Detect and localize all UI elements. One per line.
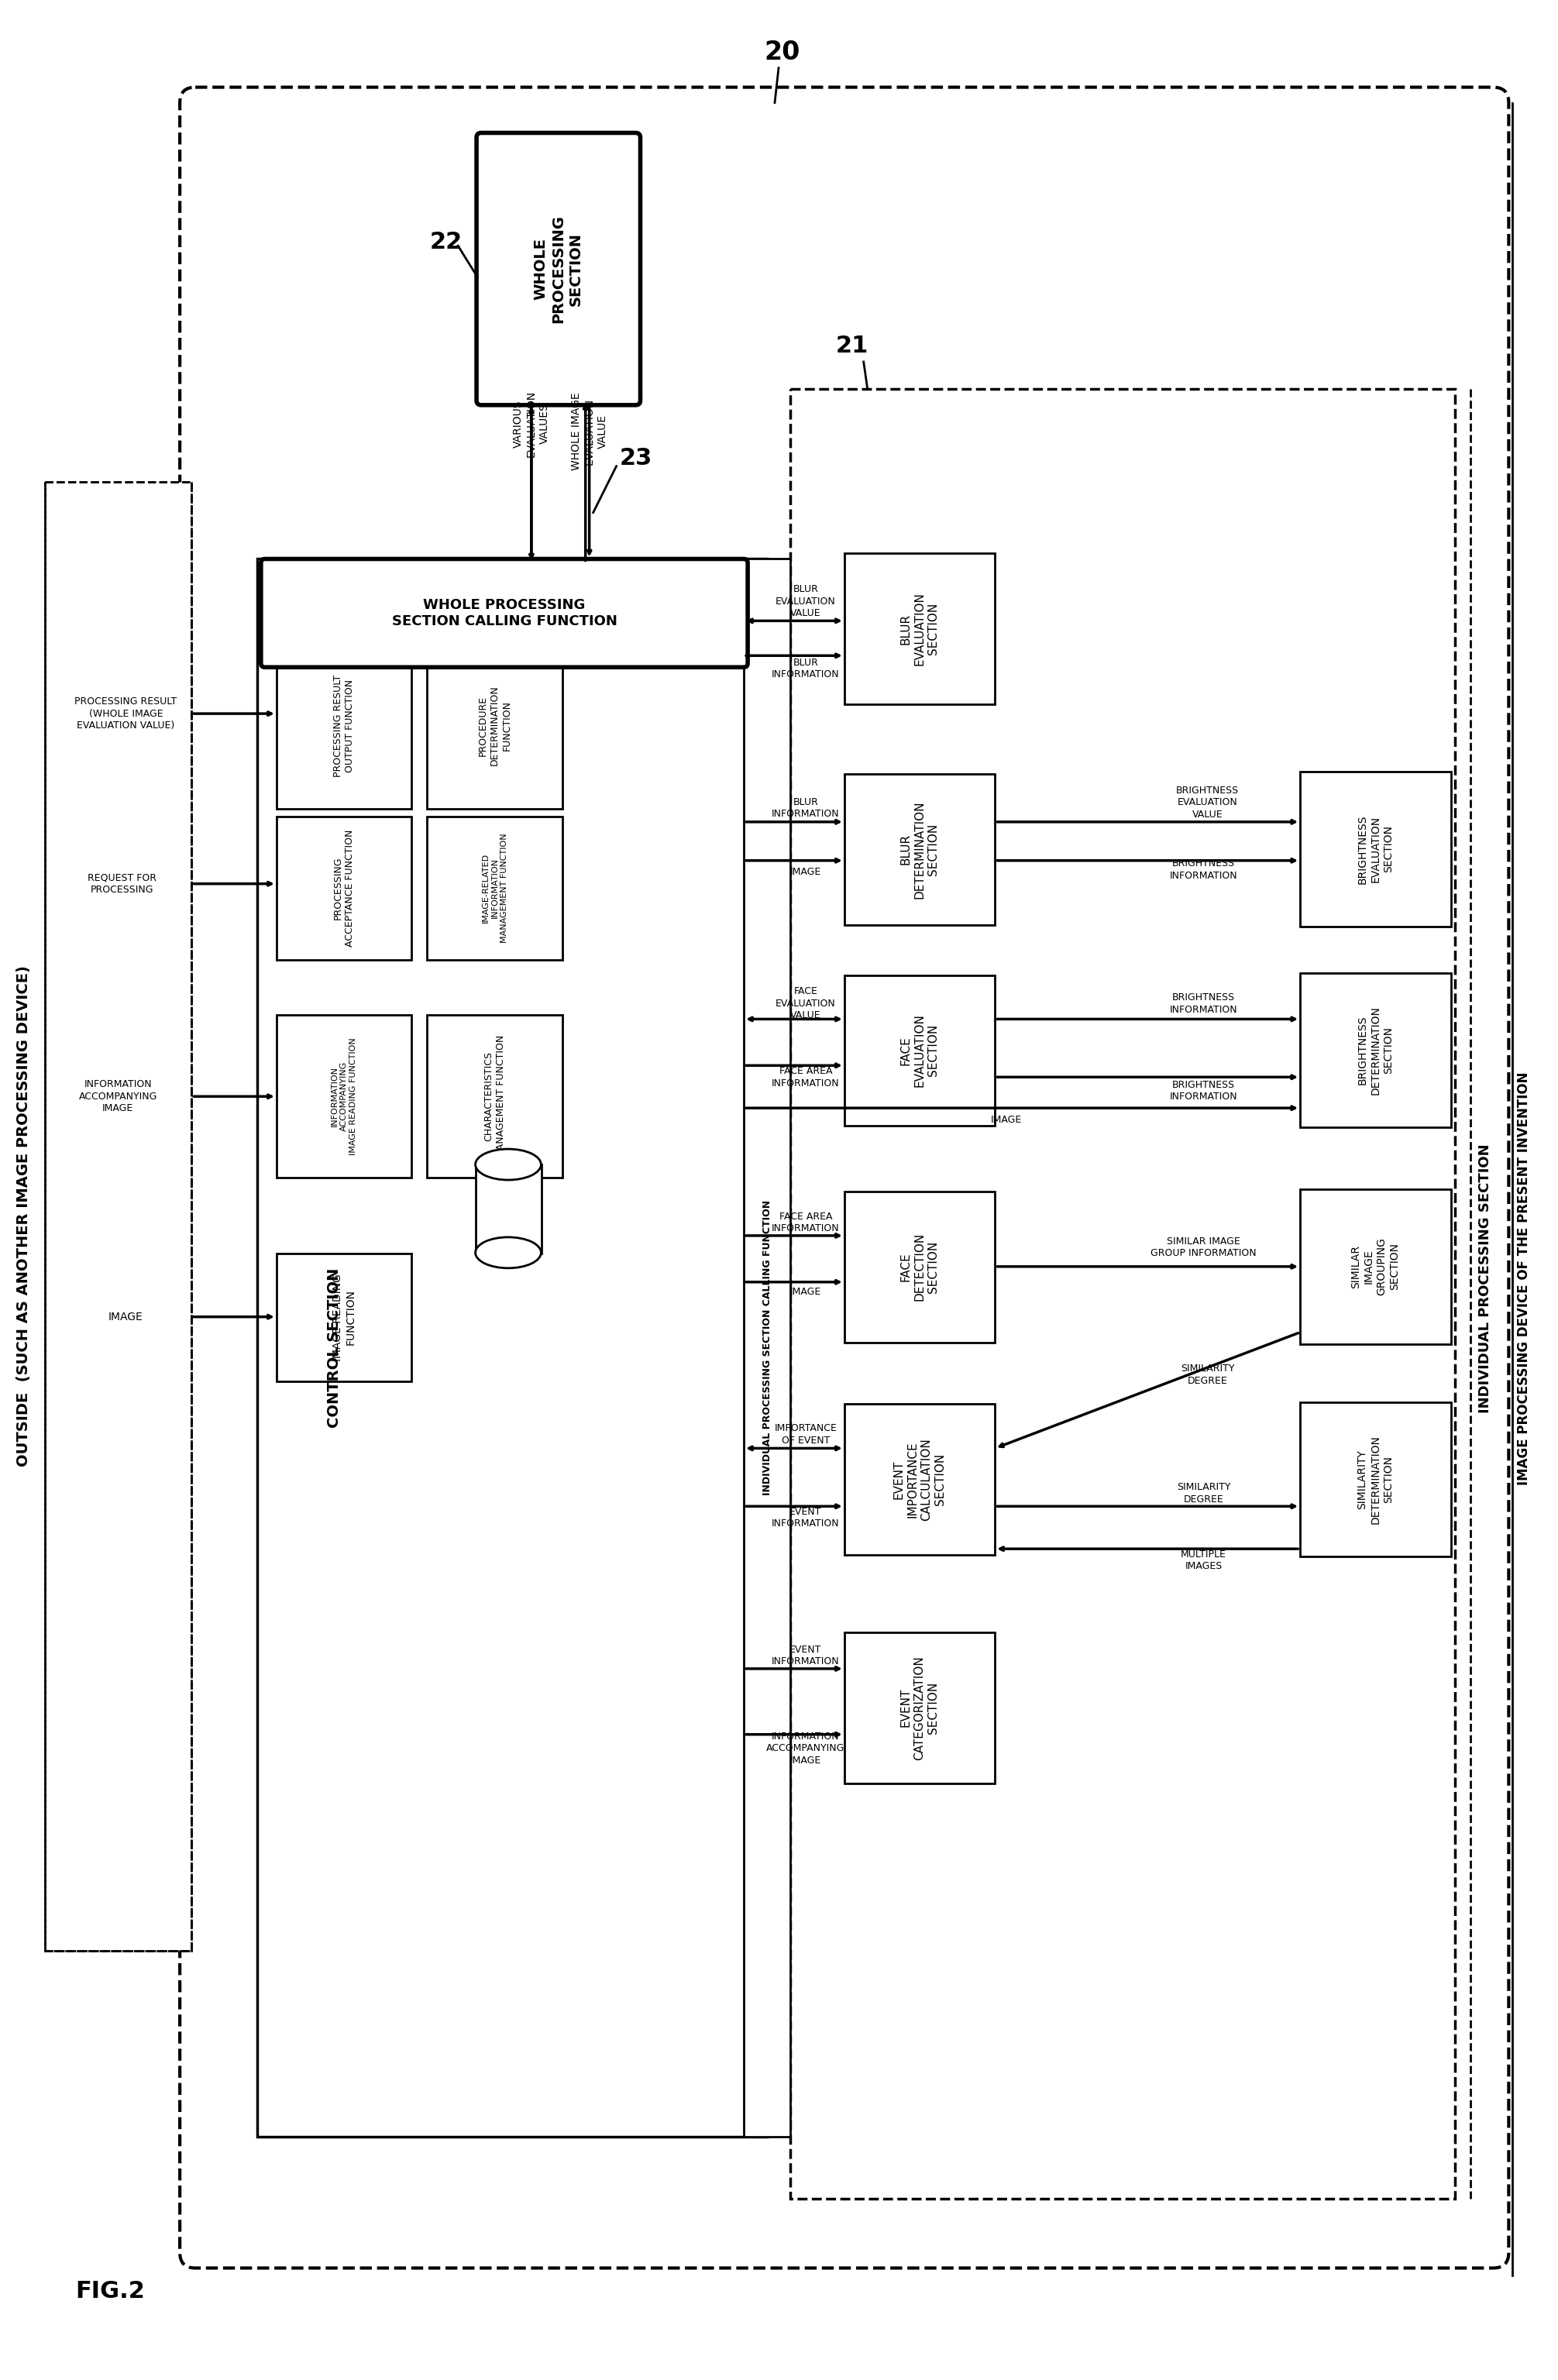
Text: INFORMATION
ACCOMPANYING
IMAGE READING FUNCTION: INFORMATION ACCOMPANYING IMAGE READING F… <box>330 1038 357 1154</box>
Text: INDIVIDUAL PROCESSING SECTION CALLING FUNCTION: INDIVIDUAL PROCESSING SECTION CALLING FU… <box>762 1200 773 1495</box>
Text: PROCEDURE
DETERMINATION
FUNCTION: PROCEDURE DETERMINATION FUNCTION <box>478 685 511 766</box>
Text: IMAGE: IMAGE <box>991 1114 1022 1126</box>
Text: 22: 22 <box>430 231 463 252</box>
Ellipse shape <box>475 1150 541 1180</box>
FancyBboxPatch shape <box>427 643 562 809</box>
Text: EVENT
CATEGORIZATION
SECTION: EVENT CATEGORIZATION SECTION <box>901 1656 939 1759</box>
Text: CONTROL SECTION: CONTROL SECTION <box>327 1269 341 1428</box>
Text: FACE AREA
INFORMATION: FACE AREA INFORMATION <box>771 1211 840 1233</box>
Text: INFORMATION
ACCOMPANYING
IMAGE: INFORMATION ACCOMPANYING IMAGE <box>767 1730 844 1766</box>
Text: WHOLE
PROCESSING
SECTION: WHOLE PROCESSING SECTION <box>533 214 583 324</box>
Text: BLUR
EVALUATION
VALUE: BLUR EVALUATION VALUE <box>776 585 835 619</box>
Text: INDIVIDUAL PROCESSING SECTION: INDIVIDUAL PROCESSING SECTION <box>1479 1142 1493 1414</box>
Text: PROCESSING
ACCEPTANCE FUNCTION: PROCESSING ACCEPTANCE FUNCTION <box>333 828 355 947</box>
FancyBboxPatch shape <box>276 643 411 809</box>
FancyBboxPatch shape <box>1299 771 1450 926</box>
Text: INFORMATION
ACCOMPANYING
IMAGE: INFORMATION ACCOMPANYING IMAGE <box>79 1081 157 1114</box>
Text: MULTIPLE
IMAGES: MULTIPLE IMAGES <box>1181 1549 1226 1571</box>
FancyBboxPatch shape <box>276 1254 411 1380</box>
Text: BLUR
EVALUATION
SECTION: BLUR EVALUATION SECTION <box>901 593 939 666</box>
FancyBboxPatch shape <box>427 1016 562 1178</box>
Text: BRIGHTNESS
INFORMATION: BRIGHTNESS INFORMATION <box>1170 1081 1237 1102</box>
FancyBboxPatch shape <box>477 133 640 405</box>
Text: IMAGE PROCESSING DEVICE OF THE PRESENT INVENTION: IMAGE PROCESSING DEVICE OF THE PRESENT I… <box>1517 1071 1532 1485</box>
FancyBboxPatch shape <box>844 555 996 704</box>
Text: FIG.2: FIG.2 <box>75 2280 145 2301</box>
Text: PROCESSING RESULT
OUTPUT FUNCTION: PROCESSING RESULT OUTPUT FUNCTION <box>333 674 355 776</box>
FancyBboxPatch shape <box>844 1633 996 1783</box>
Text: FACE AREA
INFORMATION: FACE AREA INFORMATION <box>771 1066 840 1088</box>
FancyBboxPatch shape <box>1299 1402 1450 1557</box>
Text: BRIGHTNESS
INFORMATION: BRIGHTNESS INFORMATION <box>1170 859 1237 881</box>
Ellipse shape <box>475 1238 541 1269</box>
FancyBboxPatch shape <box>790 388 1455 2199</box>
Text: EVENT
INFORMATION: EVENT INFORMATION <box>771 1507 840 1528</box>
Text: BRIGHTNESS
EVALUATION
SECTION: BRIGHTNESS EVALUATION SECTION <box>1357 814 1394 883</box>
Text: BLUR
INFORMATION: BLUR INFORMATION <box>771 797 840 819</box>
FancyBboxPatch shape <box>1299 973 1450 1128</box>
Text: WHOLE IMAGE
EVALUATION
VALUE: WHOLE IMAGE EVALUATION VALUE <box>570 393 608 471</box>
Text: BLUR
INFORMATION: BLUR INFORMATION <box>771 657 840 681</box>
Text: 20: 20 <box>765 40 801 64</box>
Text: CHARACTERISTICS
MANAGEMENT FUNCTION: CHARACTERISTICS MANAGEMENT FUNCTION <box>483 1035 506 1159</box>
FancyBboxPatch shape <box>45 481 192 1952</box>
Text: EVENT
INFORMATION: EVENT INFORMATION <box>771 1645 840 1666</box>
FancyBboxPatch shape <box>844 976 996 1126</box>
FancyBboxPatch shape <box>1299 1190 1450 1345</box>
Text: 21: 21 <box>835 336 868 357</box>
Text: IMAGE: IMAGE <box>790 866 821 878</box>
FancyBboxPatch shape <box>844 774 996 926</box>
FancyBboxPatch shape <box>844 1404 996 1554</box>
Text: SIMILAR IMAGE
GROUP INFORMATION: SIMILAR IMAGE GROUP INFORMATION <box>1151 1235 1256 1259</box>
Text: REQUEST FOR
PROCESSING: REQUEST FOR PROCESSING <box>87 873 156 895</box>
Text: SIMILARITY
DEGREE: SIMILARITY DEGREE <box>1181 1364 1234 1385</box>
Text: SIMILARITY
DEGREE: SIMILARITY DEGREE <box>1176 1483 1231 1504</box>
FancyBboxPatch shape <box>276 1016 411 1178</box>
Text: EVENT
IMPORTANCE
CALCULATION
SECTION: EVENT IMPORTANCE CALCULATION SECTION <box>893 1438 946 1521</box>
FancyBboxPatch shape <box>844 1192 996 1342</box>
Text: OUTSIDE  (SUCH AS ANOTHER IMAGE PROCESSING DEVICE): OUTSIDE (SUCH AS ANOTHER IMAGE PROCESSIN… <box>17 966 31 1466</box>
Text: BRIGHTNESS
EVALUATION
VALUE: BRIGHTNESS EVALUATION VALUE <box>1176 785 1239 819</box>
Text: BLUR
DETERMINATION
SECTION: BLUR DETERMINATION SECTION <box>901 800 939 897</box>
Text: WHOLE PROCESSING
SECTION CALLING FUNCTION: WHOLE PROCESSING SECTION CALLING FUNCTIO… <box>391 597 617 628</box>
Text: PROCESSING RESULT
(WHOLE IMAGE
EVALUATION VALUE): PROCESSING RESULT (WHOLE IMAGE EVALUATIO… <box>75 697 178 731</box>
FancyBboxPatch shape <box>475 1164 542 1254</box>
Text: IMAGE: IMAGE <box>790 1288 821 1297</box>
Text: VARIOUS
EVALUATION
VALUES: VARIOUS EVALUATION VALUES <box>513 390 550 457</box>
FancyBboxPatch shape <box>262 559 748 666</box>
Text: BRIGHTNESS
DETERMINATION
SECTION: BRIGHTNESS DETERMINATION SECTION <box>1357 1004 1394 1095</box>
FancyBboxPatch shape <box>179 88 1508 2268</box>
FancyBboxPatch shape <box>276 816 411 959</box>
Text: FACE
EVALUATION
VALUE: FACE EVALUATION VALUE <box>776 988 835 1021</box>
Text: FACE
EVALUATION
SECTION: FACE EVALUATION SECTION <box>901 1014 939 1088</box>
Text: SIMILARITY
DETERMINATION
SECTION: SIMILARITY DETERMINATION SECTION <box>1357 1435 1394 1523</box>
Text: 23: 23 <box>620 447 653 469</box>
Text: IMAGE READING
FUNCTION: IMAGE READING FUNCTION <box>332 1273 355 1361</box>
FancyBboxPatch shape <box>257 559 767 2137</box>
FancyBboxPatch shape <box>427 816 562 959</box>
Text: IMAGE: IMAGE <box>109 1311 143 1323</box>
FancyBboxPatch shape <box>743 559 790 2137</box>
Text: FACE
DETECTION
SECTION: FACE DETECTION SECTION <box>901 1233 939 1302</box>
Text: IMPORTANCE
OF EVENT: IMPORTANCE OF EVENT <box>774 1423 837 1445</box>
Text: IMAGE-RELATED
INFORMATION
MANAGEMENT FUNCTION: IMAGE-RELATED INFORMATION MANAGEMENT FUN… <box>481 833 508 942</box>
Text: BRIGHTNESS
INFORMATION: BRIGHTNESS INFORMATION <box>1170 992 1237 1014</box>
Text: SIMILAR
IMAGE
GROUPING
SECTION: SIMILAR IMAGE GROUPING SECTION <box>1351 1238 1401 1295</box>
